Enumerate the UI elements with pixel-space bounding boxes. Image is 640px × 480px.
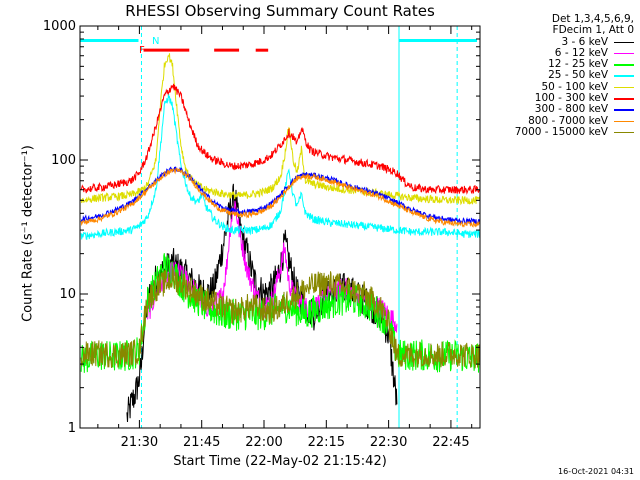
vertical-markers xyxy=(140,26,481,428)
legend-label: 300 - 800 keV xyxy=(534,103,608,116)
flag-n-label: N xyxy=(152,36,159,47)
legend-entry: 100 - 300 keV xyxy=(484,92,634,105)
series-line xyxy=(80,167,481,228)
legend-swatch xyxy=(614,52,634,55)
axis-ticks: 1 10 100 1000 21:30 21:45 22:00 22:15 22:30 22:45 xyxy=(43,19,480,450)
legend-swatch xyxy=(614,131,634,134)
legend-label: 7000 - 15000 keV xyxy=(514,125,608,138)
legend-swatch xyxy=(614,64,634,66)
legend-entry: 25 - 50 keV xyxy=(484,70,634,81)
status-bars xyxy=(80,38,477,52)
legend-entry: 12 - 25 keV xyxy=(484,59,634,70)
legend-header-line: FDecim 1, Att 0 xyxy=(552,24,634,37)
series-line xyxy=(80,53,481,206)
legend-label: 6 - 12 keV xyxy=(554,46,608,59)
legend-entry: 3 - 6 keV xyxy=(484,35,634,48)
x-tick-label: 22:45 xyxy=(432,435,469,450)
legend-swatch xyxy=(614,109,634,111)
legend-swatch xyxy=(614,75,634,77)
series-lines xyxy=(80,53,481,423)
generated-timestamp: 16-Oct-2021 04:31 xyxy=(558,467,634,476)
legend-label: 3 - 6 keV xyxy=(561,35,608,48)
x-tick-label: 21:45 xyxy=(183,435,220,450)
legend-entries: 3 - 6 keV 6 - 12 keV 12 - 25 keV 25 - 50 ke… xyxy=(484,35,634,139)
flag-f-label: F xyxy=(139,45,145,56)
x-tick-label: 22:30 xyxy=(370,435,407,450)
legend-entry: 50 - 100 keV xyxy=(484,80,634,93)
y-axis-label: Count Rate (s⁻¹ detector⁻¹) xyxy=(20,145,36,322)
legend-swatch xyxy=(614,98,634,100)
x-tick-label: 22:00 xyxy=(245,435,282,450)
legend-entry: 6 - 12 keV xyxy=(484,46,634,59)
series-line xyxy=(80,266,481,369)
y-tick-label: 10 xyxy=(59,287,76,302)
plot-frame xyxy=(79,25,481,429)
x-tick-label: 21:30 xyxy=(121,435,158,450)
legend-entry: 300 - 800 keV xyxy=(484,104,634,115)
y-tick-label: 1 xyxy=(68,421,76,436)
y-tick-label: 100 xyxy=(51,153,76,168)
chart-title: RHESSI Observing Summary Count Rates xyxy=(125,2,435,20)
legend: Det 1,3,4,5,6,9, FDecim 1, Att 0 3 - 6 k… xyxy=(484,13,634,139)
legend-swatch xyxy=(614,120,634,123)
legend-label: 12 - 25 keV xyxy=(548,58,608,71)
x-axis-label: Start Time (22-May-02 21:15:42) xyxy=(173,454,387,469)
x-tick-label: 22:15 xyxy=(308,435,345,450)
y-tick-label: 1000 xyxy=(43,19,76,34)
legend-swatch xyxy=(614,41,634,44)
series-line xyxy=(80,83,481,195)
legend-label: 100 - 300 keV xyxy=(534,92,608,105)
legend-label: 50 - 100 keV xyxy=(541,80,608,93)
legend-swatch xyxy=(614,86,634,89)
legend-entry: 800 - 7000 keV xyxy=(484,114,634,127)
legend-header-line: Det 1,3,4,5,6,9, xyxy=(551,13,634,25)
series-line xyxy=(80,93,481,240)
legend-label: 800 - 7000 keV xyxy=(528,114,608,127)
legend-label: 25 - 50 keV xyxy=(548,69,608,82)
legend-entry: 7000 - 15000 keV xyxy=(484,125,634,138)
